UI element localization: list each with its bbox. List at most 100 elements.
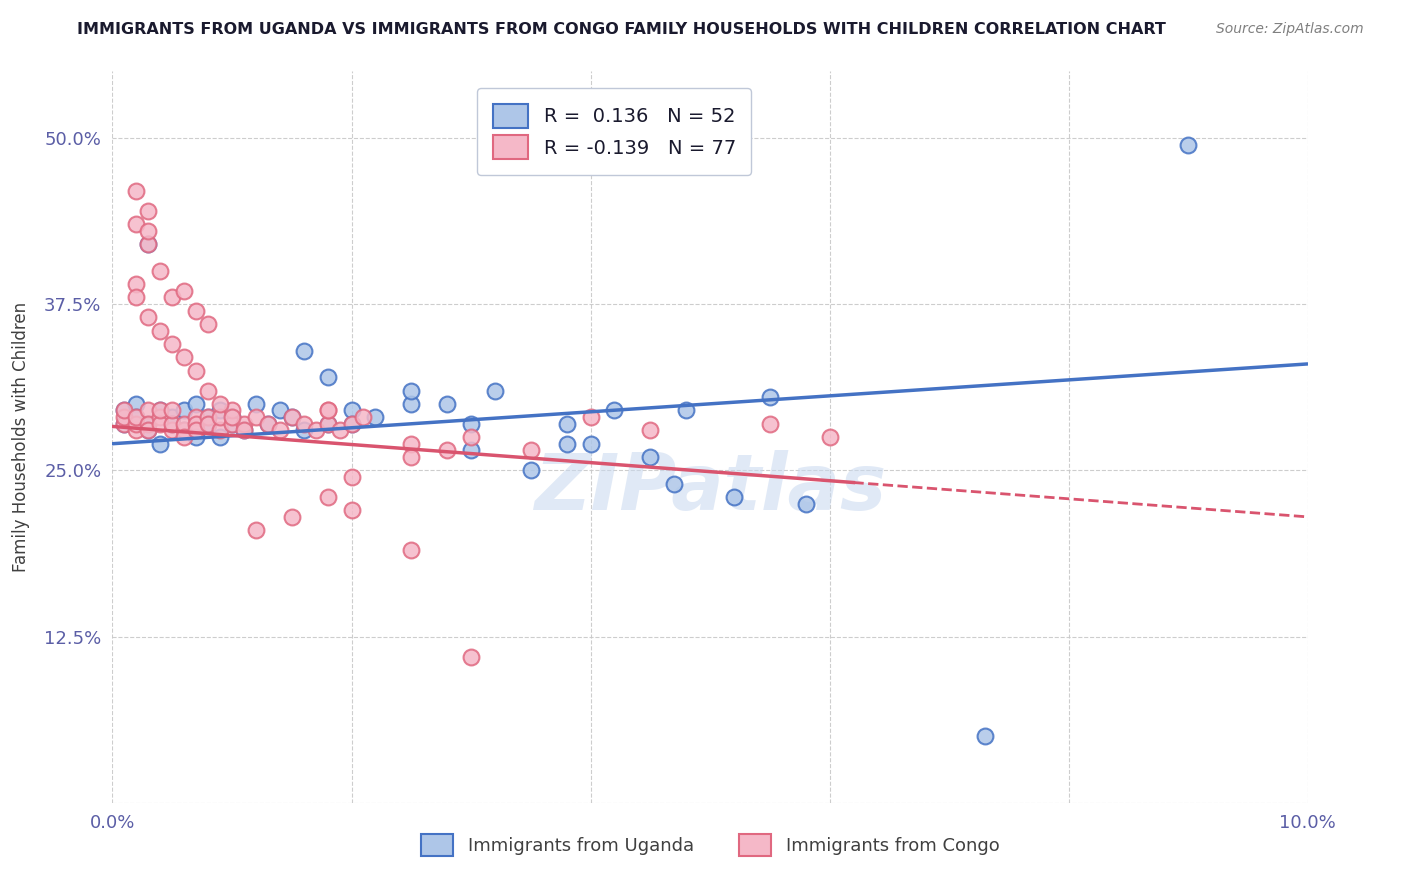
Point	[257, 417, 280, 431]
Point	[401, 543, 423, 558]
Point	[149, 324, 172, 338]
Point	[484, 384, 506, 398]
Point	[138, 237, 160, 252]
Point	[162, 403, 183, 417]
Point	[197, 417, 219, 431]
Point	[579, 436, 602, 450]
Point	[221, 403, 243, 417]
Point	[316, 370, 339, 384]
Point	[316, 403, 339, 417]
Point	[233, 424, 256, 438]
Point	[138, 424, 160, 438]
Point	[364, 410, 387, 425]
Point	[197, 410, 219, 425]
Point	[125, 410, 148, 425]
Point	[186, 417, 208, 431]
Point	[125, 184, 148, 198]
Point	[209, 430, 232, 444]
Point	[197, 410, 219, 425]
Point	[520, 463, 543, 477]
Point	[233, 424, 256, 438]
Point	[723, 490, 745, 504]
Point	[162, 424, 183, 438]
Point	[233, 417, 256, 431]
Point	[125, 217, 148, 231]
Point	[245, 397, 267, 411]
Point	[162, 417, 183, 431]
Point	[197, 317, 219, 331]
Point	[114, 410, 135, 425]
Point	[138, 204, 160, 219]
Point	[186, 424, 208, 438]
Point	[292, 424, 315, 438]
Point	[340, 470, 363, 484]
Point	[305, 424, 328, 438]
Point	[460, 430, 482, 444]
Point	[759, 417, 782, 431]
Point	[401, 450, 423, 464]
Point	[209, 410, 232, 425]
Point	[138, 224, 160, 238]
Point	[138, 417, 160, 431]
Point	[340, 503, 363, 517]
Point	[460, 649, 482, 664]
Point	[401, 397, 423, 411]
Point	[245, 523, 267, 537]
Point	[520, 443, 543, 458]
Point	[162, 410, 183, 425]
Point	[436, 443, 458, 458]
Point	[186, 303, 208, 318]
Point	[173, 430, 195, 444]
Point	[555, 436, 578, 450]
Point	[340, 417, 363, 431]
Point	[149, 264, 172, 278]
Point	[401, 384, 423, 398]
Legend: Immigrants from Uganda, Immigrants from Congo: Immigrants from Uganda, Immigrants from …	[413, 827, 1007, 863]
Y-axis label: Family Households with Children: Family Households with Children	[13, 302, 30, 572]
Point	[149, 403, 172, 417]
Point	[292, 343, 315, 358]
Point	[209, 403, 232, 417]
Point	[125, 417, 148, 431]
Point	[340, 403, 363, 417]
Point	[316, 403, 339, 417]
Point	[209, 424, 232, 438]
Point	[114, 417, 135, 431]
Text: ZIPatlas: ZIPatlas	[534, 450, 886, 526]
Point	[245, 410, 267, 425]
Point	[125, 290, 148, 304]
Point	[114, 403, 135, 417]
Point	[759, 390, 782, 404]
Point	[138, 237, 160, 252]
Point	[173, 284, 195, 298]
Point	[149, 417, 172, 431]
Point	[138, 417, 160, 431]
Point	[173, 424, 195, 438]
Point	[281, 509, 304, 524]
Point	[340, 417, 363, 431]
Point	[221, 417, 243, 431]
Point	[221, 410, 243, 425]
Point	[138, 310, 160, 325]
Point	[664, 476, 686, 491]
Point	[818, 430, 841, 444]
Point	[197, 417, 219, 431]
Point	[460, 443, 482, 458]
Point	[197, 384, 219, 398]
Point	[974, 729, 997, 743]
Point	[149, 403, 172, 417]
Point	[640, 450, 662, 464]
Point	[555, 417, 578, 431]
Point	[640, 424, 662, 438]
Point	[281, 410, 304, 425]
Point	[579, 410, 602, 425]
Point	[173, 417, 195, 431]
Point	[186, 430, 208, 444]
Point	[173, 351, 195, 365]
Point	[794, 497, 817, 511]
Point	[353, 410, 375, 425]
Point	[114, 417, 135, 431]
Point	[114, 403, 135, 417]
Point	[138, 403, 160, 417]
Point	[221, 410, 243, 425]
